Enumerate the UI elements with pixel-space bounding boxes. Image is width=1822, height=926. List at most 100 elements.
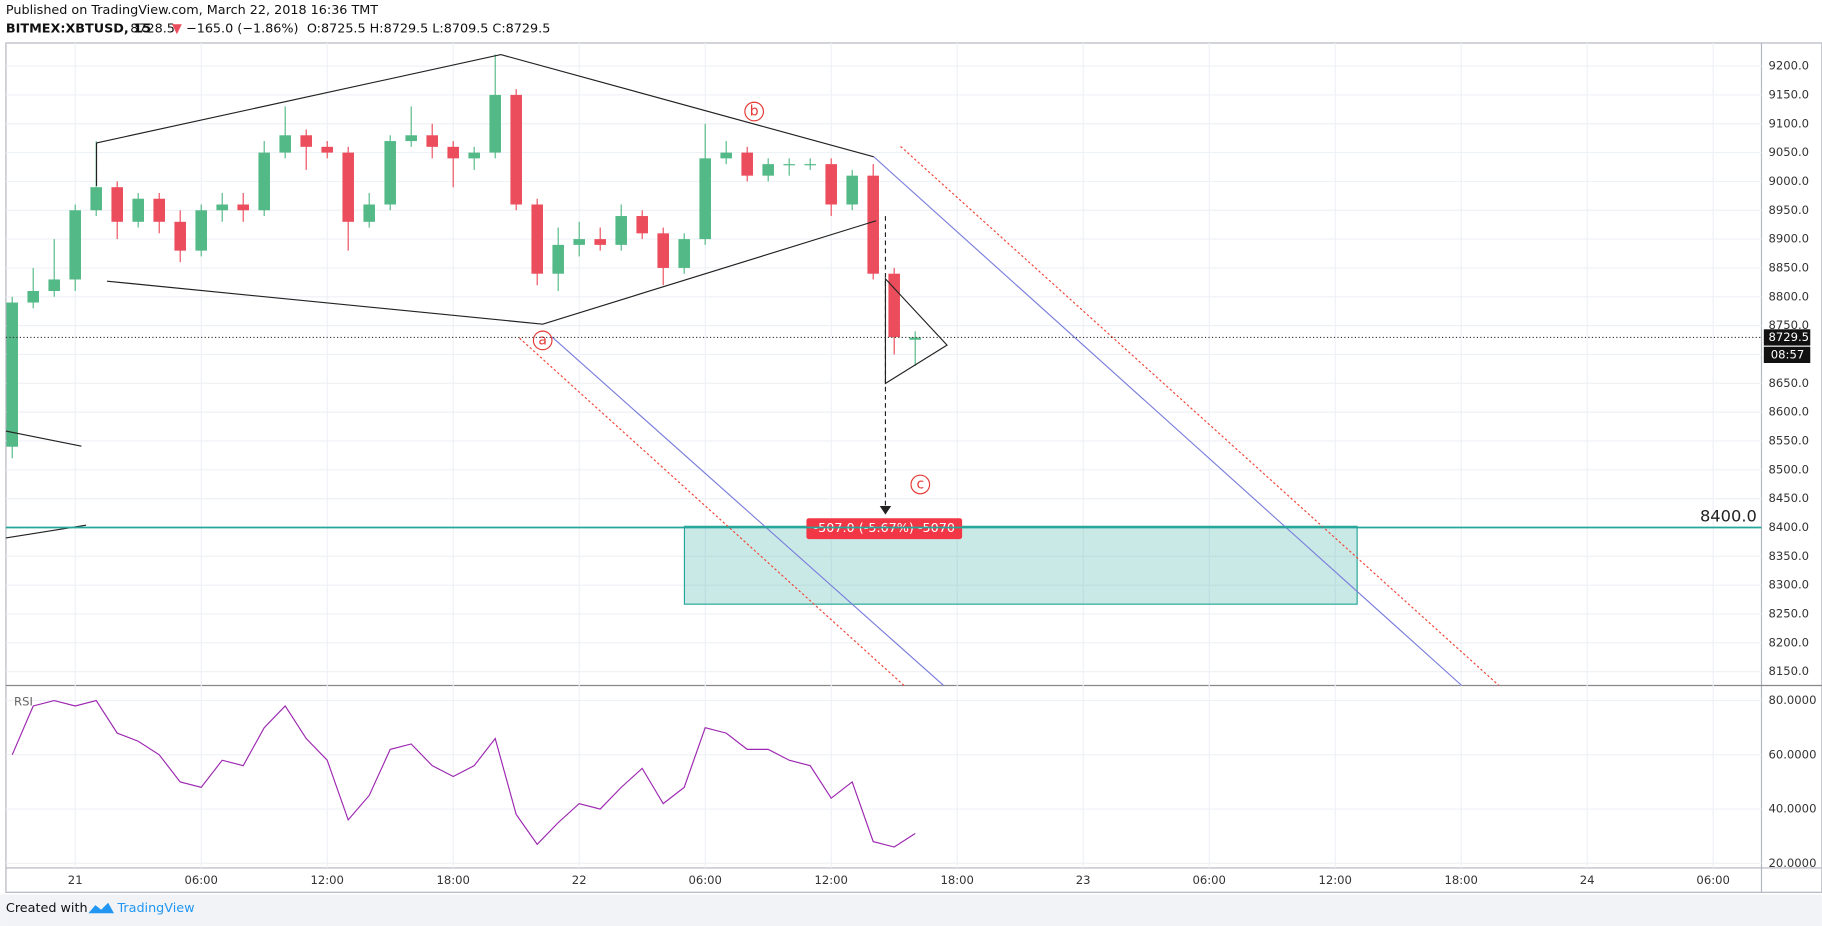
candle-body (174, 221, 186, 251)
candle-body (888, 273, 900, 338)
x-tick-label: 18:00 (940, 873, 973, 887)
created: Created with (6, 901, 88, 916)
y-tick-label: 8800.0 (1768, 289, 1809, 303)
candles (6, 54, 921, 459)
published: Published on TradingView.com, March 22, … (6, 3, 378, 18)
rsi-line (11, 699, 916, 848)
countdown: 08:57 (1771, 347, 1804, 361)
candle-body (321, 146, 333, 153)
y-tick-label: 9100.0 (1768, 116, 1809, 130)
wave-marker (910, 474, 931, 495)
rsi-tick-label: 40.0000 (1768, 802, 1816, 816)
candle-body (363, 204, 375, 222)
x-tick-label: 12:00 (1318, 873, 1351, 887)
candle-body (510, 94, 522, 205)
countdown-box (1763, 346, 1811, 363)
rsi-tick-label: 80.0000 (1768, 693, 1816, 707)
channel-line (873, 156, 1463, 686)
x-tick-label: 23 (1076, 873, 1091, 887)
candle-body (48, 279, 60, 292)
wave-marker (744, 101, 765, 122)
candle-body (195, 210, 207, 251)
last-price-box (1763, 329, 1811, 346)
wave-label: a (538, 332, 547, 348)
target-box (683, 525, 1358, 605)
candle-body (636, 216, 648, 234)
last-price-label: 8729.5 (1768, 330, 1809, 344)
candle-body (657, 233, 669, 268)
wave-label: c (916, 476, 924, 492)
change: −165.0 (−1.86%) (186, 22, 299, 37)
rsi-tick-label: 60.0000 (1768, 747, 1816, 761)
y-tick-label: 8350.0 (1768, 549, 1809, 563)
y-tick-label: 8400.0 (1768, 520, 1809, 534)
y-tick-label: 9150.0 (1768, 87, 1809, 101)
candle-body (615, 216, 627, 245)
trendline (106, 220, 877, 325)
x-tick-label: 12:00 (814, 873, 847, 887)
measure-box (806, 518, 963, 540)
x-tick-label: 24 (1580, 873, 1595, 887)
grid (5, 42, 1762, 868)
candle-body (279, 135, 291, 153)
candle-body (531, 204, 543, 274)
candle-body (489, 94, 501, 153)
candle-body (90, 187, 102, 211)
y-tick-label: 8450.0 (1768, 491, 1809, 505)
x-tick-label: 21 (68, 873, 83, 887)
brand[interactable]: TradingView (116, 901, 194, 916)
candle-body (573, 239, 585, 245)
candle-body (132, 198, 144, 222)
ohlc: O:8725.5 H:8729.5 L:8709.5 C:8729.5 (307, 22, 550, 37)
candle-body (741, 152, 753, 176)
level-label: 8400.0 (1700, 507, 1757, 526)
candle-body (468, 152, 480, 159)
footer (0, 894, 1822, 926)
y-tick-label: 8300.0 (1768, 578, 1809, 592)
candle-body (27, 291, 39, 303)
x-tick-label: 18:00 (436, 873, 469, 887)
candle-body (594, 239, 606, 245)
x-tick-label: 06:00 (1192, 873, 1225, 887)
candle-body (300, 135, 312, 147)
candle-body (783, 164, 795, 166)
candle-body (825, 164, 837, 205)
candle-body (342, 152, 354, 222)
candle-body (237, 204, 249, 211)
trendline (5, 430, 82, 447)
candle-body (258, 152, 270, 211)
last: 8728.5 (130, 22, 175, 37)
y-tick-label: 8500.0 (1768, 462, 1809, 476)
x-tick-label: 22 (572, 873, 587, 887)
x-tick-label: 06:00 (688, 873, 721, 887)
candle-body (552, 244, 564, 274)
x-tick-label: 18:00 (1444, 873, 1477, 887)
arrow: ▼ (172, 22, 182, 37)
candle-body (69, 210, 81, 280)
y-tick-label: 8650.0 (1768, 376, 1809, 390)
candle-body (762, 164, 774, 176)
symbol: BITMEX:XBTUSD, 15 (6, 22, 151, 37)
candle-body (405, 135, 417, 142)
rsi-tick-label: 20.0000 (1768, 856, 1816, 870)
y-tick-label: 9200.0 (1768, 59, 1809, 73)
candle-body (867, 175, 879, 274)
candle-body (720, 152, 732, 159)
arrow-head (879, 505, 892, 515)
candle-body (804, 164, 816, 166)
y-tick-label: 9050.0 (1768, 145, 1809, 159)
candle-body (6, 302, 18, 447)
trendline (96, 54, 874, 158)
drawings (5, 54, 1500, 686)
y-tick-label: 8200.0 (1768, 635, 1809, 649)
candle-body (111, 187, 123, 222)
candle-body (699, 158, 711, 240)
wave-marker (532, 330, 553, 351)
rsi-label: RSI (14, 694, 33, 708)
y-tick-label: 8150.0 (1768, 664, 1809, 678)
y-tick-label: 8600.0 (1768, 405, 1809, 419)
wave-label: b (750, 104, 759, 120)
x-tick-label: 06:00 (1696, 873, 1729, 887)
